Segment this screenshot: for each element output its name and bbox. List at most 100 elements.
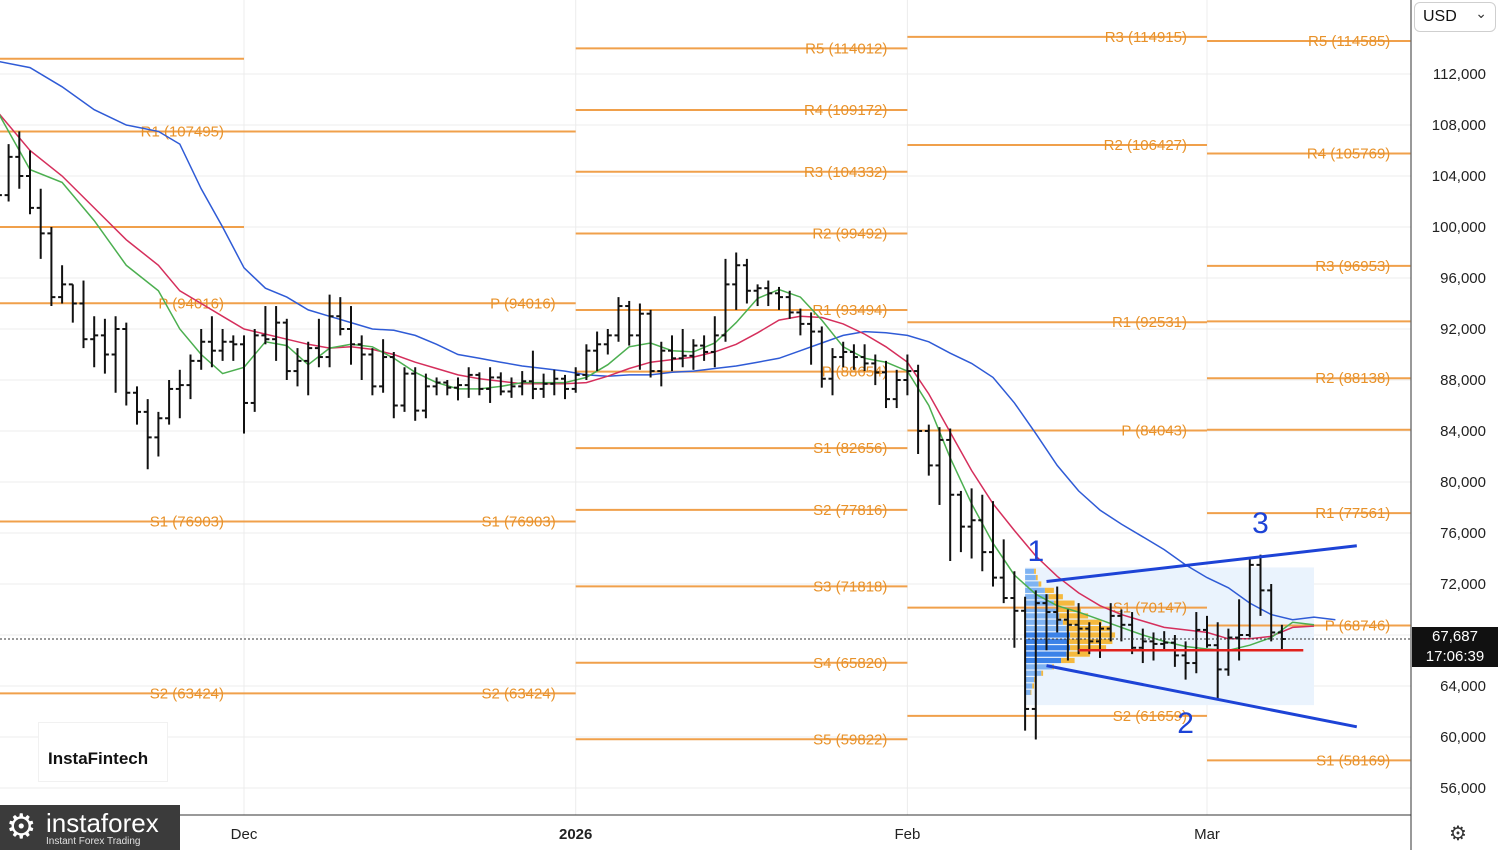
ohlc-bar[interactable] [15,131,24,189]
ohlc-bar[interactable] [36,188,45,259]
currency-select[interactable]: USD ⌄ [1414,2,1496,32]
ohlc-bar[interactable] [154,411,163,457]
ohlc-bar[interactable] [1085,622,1094,655]
ohlc-bar[interactable] [507,377,516,398]
ohlc-bar[interactable] [133,386,141,425]
ohlc-bar[interactable] [1053,586,1062,633]
ohlc-bar[interactable] [828,348,837,396]
ohlc-bar[interactable] [293,348,302,387]
ohlc-bar[interactable] [1192,612,1201,674]
ohlc-bar[interactable] [1042,594,1051,651]
ohlc-bar[interactable] [272,306,281,361]
ohlc-bar[interactable] [218,329,227,361]
ohlc-bar[interactable] [0,176,2,202]
ohlc-bar[interactable] [432,377,441,396]
ohlc-bar[interactable] [389,351,398,419]
ohlc-bar[interactable] [775,286,783,310]
ohlc-bar[interactable] [967,488,976,559]
ohlc-bar[interactable] [849,344,858,370]
ohlc-bar[interactable] [742,258,751,304]
ohlc-bar[interactable] [882,360,890,409]
ohlc-bar[interactable] [785,290,794,319]
ohlc-bar[interactable] [839,341,848,368]
ohlc-bar[interactable] [956,490,965,553]
ohlc-bar[interactable] [603,329,612,355]
ohlc-bar[interactable] [496,372,505,396]
ohlc-bar[interactable] [336,297,345,336]
ohlc-bar[interactable] [999,539,1008,604]
ohlc-bar[interactable] [357,335,366,380]
ohlc-bar[interactable] [946,428,955,562]
ohlc-bar[interactable] [58,265,67,304]
ohlc-bar[interactable] [753,284,762,307]
ohlc-bar[interactable] [550,369,559,396]
ohlc-bar[interactable] [314,318,323,368]
ohlc-bar[interactable] [1031,590,1040,740]
ohlc-bar[interactable] [657,341,666,387]
ohlc-bar[interactable] [347,306,355,365]
ohlc-bar[interactable] [197,329,206,370]
ohlc-bar[interactable] [47,227,56,307]
ohlc-bar[interactable] [1117,609,1126,642]
ohlc-bar[interactable] [817,326,826,388]
ohlc-bar[interactable] [860,344,869,372]
ohlc-bar[interactable] [935,427,944,505]
ohlc-bar[interactable] [721,258,730,342]
price-axis[interactable]: 112,000 108,000 104,000 100,000 96,000 92,000… [1432,66,1486,797]
ohlc-bar[interactable] [796,308,805,336]
ohlc-bar[interactable] [90,316,99,368]
ohlc-bar[interactable] [732,252,741,310]
ohlc-bar[interactable] [892,369,901,409]
ohlc-bar[interactable] [978,494,987,572]
ohlc-bar[interactable] [400,367,409,412]
ohlc-bar[interactable] [486,367,495,403]
ohlc-bar[interactable] [1245,558,1254,638]
ohlc-bar[interactable] [464,367,473,398]
ohlc-bar[interactable] [678,329,687,368]
ohlc-bar[interactable] [229,335,238,361]
ohlc-bar[interactable] [79,280,88,349]
ohlc-bar[interactable] [1224,628,1233,676]
ohlc-bar[interactable] [421,373,430,419]
ohlc-bar[interactable] [807,312,816,365]
ohlc-bar[interactable] [1010,571,1019,648]
ohlc-bar[interactable] [4,144,13,202]
settings-icon[interactable]: ⚙ [1449,823,1467,845]
ohlc-bar[interactable] [1096,622,1104,658]
ohlc-bar[interactable] [411,367,420,421]
ohlc-bar[interactable] [914,364,923,454]
ohlc-bar[interactable] [111,316,120,393]
ohlc-bar[interactable] [143,399,152,470]
ohlc-bar[interactable] [261,306,270,345]
ohlc-bar[interactable] [528,350,537,400]
ohlc-bars[interactable] [0,131,1286,740]
ohlc-bar[interactable] [518,371,527,396]
ohlc-bar[interactable] [1021,596,1030,731]
ohlc-bar[interactable] [1074,603,1083,655]
ohlc-bar[interactable] [903,354,912,396]
ohlc-bar[interactable] [924,424,933,476]
ohlc-bar[interactable] [571,367,580,393]
ohlc-bar[interactable] [1203,615,1211,648]
ohlc-bar[interactable] [1181,641,1190,680]
ohlc-bar[interactable] [379,339,388,393]
ohlc-bar[interactable] [646,309,655,378]
ohlc-bar[interactable] [1063,609,1072,661]
ohlc-bar[interactable] [871,354,880,386]
ohlc-bar[interactable] [989,501,997,587]
ohlc-bar[interactable] [26,150,34,215]
ohlc-bar[interactable] [539,373,548,398]
ohlc-bar[interactable] [700,335,709,361]
ohlc-bar[interactable] [561,374,569,400]
ohlc-bar[interactable] [207,316,216,368]
ohlc-bar[interactable] [1213,622,1222,699]
ohlc-bar[interactable] [454,377,462,401]
ohlc-bar[interactable] [1267,584,1276,642]
ohlc-bar[interactable] [635,303,644,370]
ohlc-bar[interactable] [475,372,484,396]
ohlc-bar[interactable] [593,331,602,372]
ohlc-bar[interactable] [443,380,452,396]
ohlc-bar[interactable] [68,283,77,323]
time-axis[interactable]: Dec 2026 Feb Mar [231,826,1220,843]
ohlc-bar[interactable] [710,316,719,368]
